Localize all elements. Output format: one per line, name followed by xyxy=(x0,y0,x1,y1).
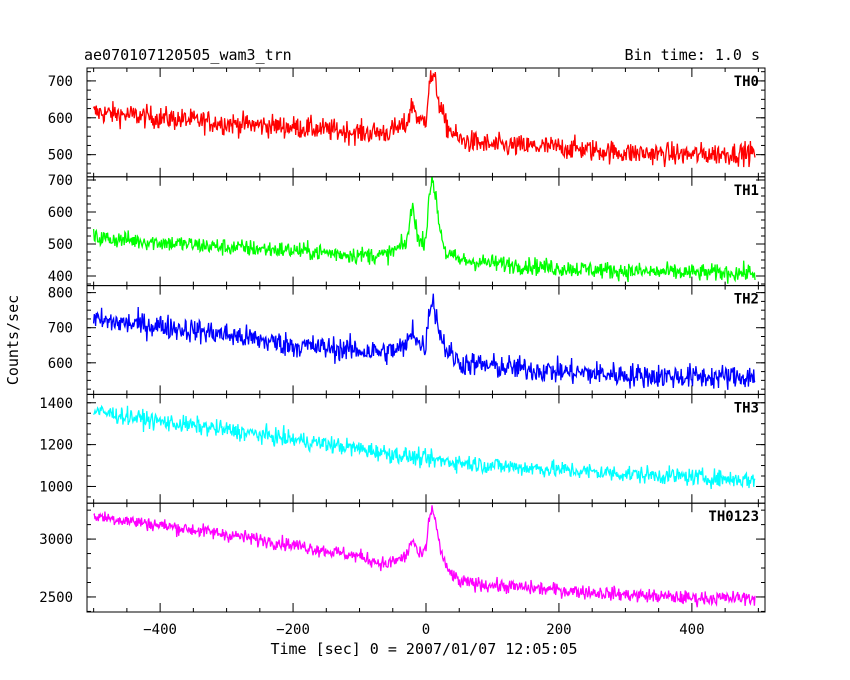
y-tick-label: 500 xyxy=(48,237,73,253)
x-tick-label: −400 xyxy=(143,622,177,638)
y-tick-label: 3000 xyxy=(39,532,73,548)
y-tick-label: 600 xyxy=(48,205,73,221)
series-line-th2 xyxy=(92,293,756,390)
y-tick-label: 700 xyxy=(48,321,73,337)
y-tick-label: 400 xyxy=(48,269,73,285)
y-tick-label: 600 xyxy=(48,111,73,127)
x-tick-label: 400 xyxy=(679,622,704,638)
y-tick-label: 800 xyxy=(48,286,73,302)
panel-label-th3: TH3 xyxy=(734,400,759,416)
x-tick-label: −200 xyxy=(276,622,310,638)
panels-group: TH0 500 600 700 TH1 400 500 600 700 TH2 600 700 800 T… xyxy=(39,67,766,638)
x-axis-label: Time [sec] 0 = 2007/01/07 12:05:05 xyxy=(270,640,577,658)
panel-label-th2: TH2 xyxy=(734,292,759,308)
y-tick-label: 1400 xyxy=(39,396,73,412)
y-tick-label: 2500 xyxy=(39,590,73,606)
panel-label-th0123: TH0123 xyxy=(708,509,759,525)
series-line-th0123 xyxy=(93,505,756,608)
bin-time-label: Bin time: 1.0 s xyxy=(625,46,760,64)
series-line-th3 xyxy=(93,404,756,490)
panel-label-th1: TH1 xyxy=(734,183,759,199)
x-tick-label: 200 xyxy=(546,622,571,638)
y-tick-label: 1200 xyxy=(39,438,73,454)
y-axis-label: Counts/sec xyxy=(4,295,22,385)
y-tick-label: 700 xyxy=(48,173,73,189)
y-tick-label: 1000 xyxy=(39,479,73,495)
panel-frame-th3 xyxy=(86,393,766,504)
y-tick-label: 600 xyxy=(48,356,73,372)
plot-title: ae070107120505_wam3_trn xyxy=(84,46,292,64)
panel-label-th0: TH0 xyxy=(734,74,759,90)
series-line-th1 xyxy=(92,176,756,284)
y-tick-label: 500 xyxy=(48,148,73,164)
series-line-th0 xyxy=(92,70,756,168)
x-tick-label: 0 xyxy=(422,622,430,638)
y-tick-label: 700 xyxy=(48,74,73,90)
